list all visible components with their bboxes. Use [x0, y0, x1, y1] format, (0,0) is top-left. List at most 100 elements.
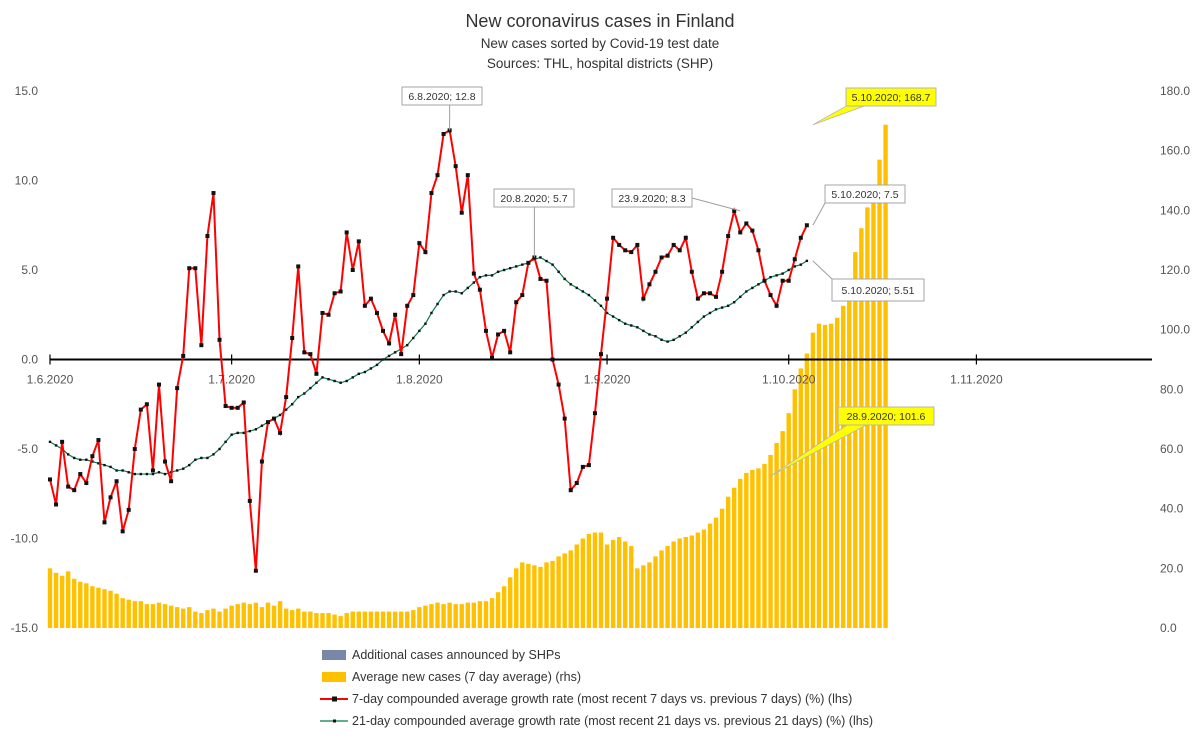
point-7day: [526, 261, 530, 265]
point-21day: [612, 315, 614, 317]
point-21day: [85, 459, 87, 461]
y-right-tick-label: 120.0: [1160, 263, 1190, 277]
point-21day: [430, 312, 432, 314]
point-21day: [467, 287, 469, 289]
point-7day: [502, 329, 506, 333]
point-21day: [140, 473, 142, 475]
bar: [236, 604, 240, 628]
point-21day: [751, 287, 753, 289]
bar: [248, 604, 252, 628]
point-21day: [79, 459, 81, 461]
bar: [611, 540, 615, 628]
point-21day: [473, 281, 475, 283]
point-7day: [248, 499, 252, 503]
point-21day: [73, 457, 75, 459]
point-21day: [412, 337, 414, 339]
point-7day: [357, 239, 361, 243]
bar: [290, 610, 294, 628]
bar: [762, 464, 766, 628]
point-21day: [557, 271, 559, 273]
bar: [678, 539, 682, 629]
bar: [587, 534, 591, 628]
point-7day: [454, 164, 458, 168]
point-21day: [442, 294, 444, 296]
point-7day: [54, 502, 58, 506]
legend-label: 7-day compounded average growth rate (mo…: [352, 692, 852, 706]
point-7day: [405, 304, 409, 308]
y-left-tick-label: -5.0: [17, 442, 38, 456]
bar: [363, 612, 367, 628]
point-21day: [685, 331, 687, 333]
bar: [641, 565, 645, 628]
bar: [853, 252, 857, 628]
point-7day: [714, 295, 718, 299]
point-21day: [600, 305, 602, 307]
point-7day: [690, 270, 694, 274]
point-7day: [666, 254, 670, 258]
point-21day: [545, 260, 547, 262]
point-7day: [629, 250, 633, 254]
bar: [302, 612, 306, 628]
bar: [332, 615, 336, 628]
bar: [260, 607, 264, 628]
y-right-tick-label: 140.0: [1160, 203, 1190, 217]
bar: [720, 509, 724, 628]
bar: [575, 544, 579, 628]
point-21day: [224, 441, 226, 443]
bar: [54, 573, 58, 628]
bar: [399, 612, 403, 628]
x-tick-label: 1.7.2020: [208, 373, 255, 387]
point-7day: [236, 406, 240, 410]
point-21day: [134, 473, 136, 475]
point-7day: [417, 241, 421, 245]
point-7day: [314, 372, 318, 376]
point-21day: [230, 433, 232, 435]
point-7day: [490, 356, 494, 360]
point-21day: [497, 271, 499, 273]
callout-leader: [813, 261, 832, 279]
bar: [145, 604, 149, 628]
bar: [659, 550, 663, 628]
point-21day: [364, 371, 366, 373]
point-7day: [684, 236, 688, 240]
point-7day: [514, 300, 518, 304]
bar: [460, 604, 464, 628]
bar: [405, 612, 409, 628]
bar: [447, 603, 451, 628]
bar: [684, 537, 688, 628]
bar: [84, 583, 88, 628]
y-left-tick-label: -15.0: [11, 621, 39, 635]
bar: [562, 553, 566, 628]
bar: [690, 536, 694, 628]
point-21day: [297, 396, 299, 398]
y-right-tick-label: 20.0: [1160, 561, 1184, 575]
bar: [169, 606, 173, 628]
point-21day: [55, 444, 57, 446]
point-21day: [182, 467, 184, 469]
point-21day: [315, 382, 317, 384]
point-7day: [775, 304, 779, 308]
bar: [344, 613, 348, 628]
point-7day: [557, 383, 561, 387]
bar: [120, 598, 124, 628]
bar: [702, 530, 706, 628]
callout-leader: [692, 198, 740, 211]
point-7day: [762, 279, 766, 283]
point-7day: [660, 255, 664, 259]
bar: [133, 601, 137, 628]
point-7day: [799, 236, 803, 240]
point-7day: [750, 229, 754, 233]
bar: [223, 609, 227, 628]
point-21day: [152, 473, 154, 475]
point-21day: [128, 471, 130, 473]
point-21day: [509, 267, 511, 269]
bar: [780, 431, 784, 628]
point-7day: [84, 481, 88, 485]
point-21day: [418, 330, 420, 332]
point-7day: [793, 257, 797, 261]
point-21day: [691, 326, 693, 328]
bar: [799, 368, 803, 628]
point-21day: [461, 292, 463, 294]
bar: [502, 586, 506, 628]
point-7day: [339, 289, 343, 293]
